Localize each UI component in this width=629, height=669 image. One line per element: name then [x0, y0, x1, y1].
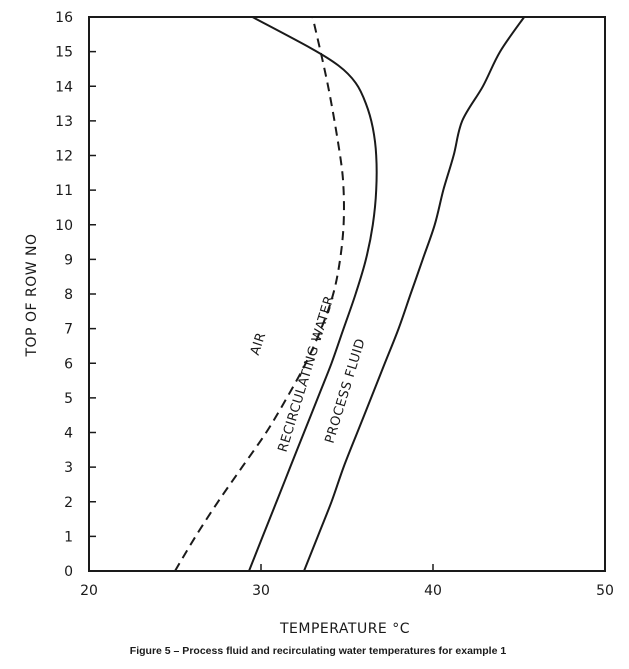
- y-tick-label: 4: [64, 426, 73, 442]
- y-tick-label: 12: [55, 149, 73, 165]
- series-label-process-fluid: PROCESS FLUID: [323, 337, 369, 446]
- y-tick-label: 14: [55, 79, 73, 95]
- series-label-air: AIR: [248, 331, 269, 358]
- x-tick-label: 30: [252, 583, 270, 599]
- y-tick-label: 3: [64, 460, 73, 476]
- y-tick-label: 11: [55, 183, 73, 199]
- plot-frame: [88, 16, 606, 572]
- y-tick-label: 10: [55, 218, 73, 234]
- y-tick-label: 8: [64, 287, 73, 303]
- x-tick-label: 20: [80, 583, 98, 599]
- y-tick-label: 1: [64, 529, 73, 545]
- y-tick-label: 6: [64, 356, 73, 372]
- y-tick-label: 16: [55, 10, 73, 26]
- series-line-process-fluid: [303, 16, 526, 572]
- y-tick-label: 0: [64, 564, 73, 580]
- series-line-air: [174, 16, 345, 572]
- series-line-recirculating-water: [248, 16, 378, 572]
- x-axis-title: TEMPERATURE °C: [279, 621, 410, 637]
- y-tick-label: 5: [64, 391, 73, 407]
- figure-caption: Figure 5 – Process fluid and recirculati…: [130, 645, 507, 657]
- y-tick-label: 2: [64, 495, 73, 511]
- y-tick-label: 13: [55, 114, 73, 130]
- y-axis-title: TOP OF ROW NO: [24, 233, 40, 357]
- x-tick-label: 40: [424, 583, 442, 599]
- series-layer: [174, 16, 526, 572]
- y-tick-label: 9: [64, 252, 73, 268]
- y-tick-label: 7: [64, 322, 73, 338]
- x-tick-label: 50: [596, 583, 614, 599]
- y-tick-label: 15: [55, 45, 73, 61]
